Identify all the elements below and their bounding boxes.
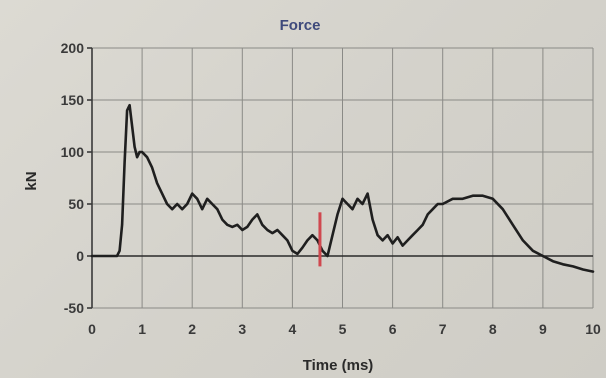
grid [92,47,594,309]
x-tick-label: 2 [188,321,196,337]
x-tick-label: 3 [238,321,246,337]
x-tick-label: 8 [489,321,497,337]
axes [87,47,93,309]
x-tick-label: 0 [88,321,96,337]
chart-title: Force [280,17,321,34]
y-tick-label: 200 [61,40,85,56]
x-tick-label: 6 [389,321,397,337]
x-tick-label: 5 [339,321,347,337]
y-tick-label: 0 [76,248,84,264]
x-tick-label: 7 [439,321,447,337]
force-series-line [90,103,595,273]
x-tick-label: 10 [585,321,601,337]
y-axis-label: kN [23,171,40,190]
y-tick-label: -50 [64,300,84,316]
y-tick-label: 50 [68,196,84,212]
y-tick-label: 100 [61,144,85,160]
x-axis-label: Time (ms) [303,357,374,374]
x-tick-label: 1 [138,321,146,337]
y-tick-label: 150 [61,92,85,108]
x-tick-label: 9 [539,321,547,337]
x-tick-label: 4 [289,321,297,337]
series-layer [90,103,595,273]
